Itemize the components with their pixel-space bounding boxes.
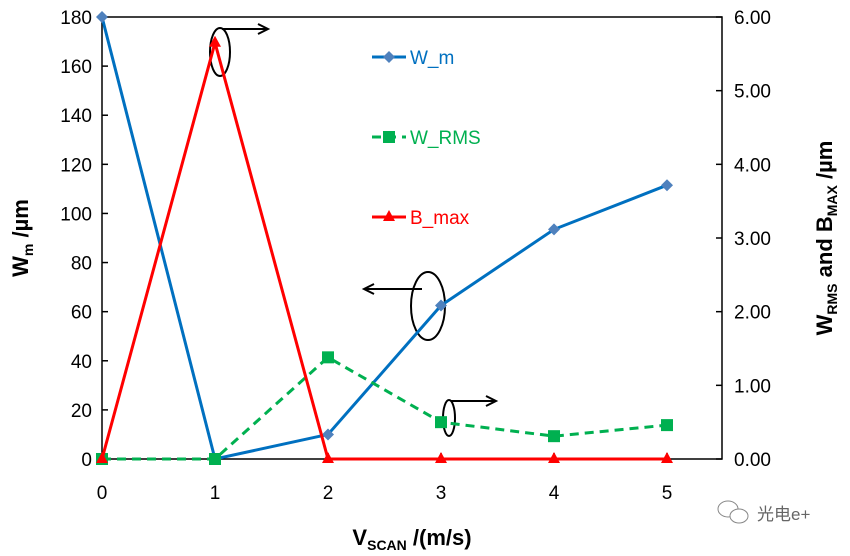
y-left-tick-label: 0 — [81, 450, 92, 471]
legend-item-w-rms: W_RMS — [372, 128, 481, 149]
annotation-arrow-right-wrms — [451, 395, 499, 407]
data-point-w-rms — [661, 419, 673, 432]
annotation-arrow-right-bmax — [222, 23, 271, 35]
axes — [101, 16, 723, 460]
y-right-axis-label: WRMS and BMAX /µm — [812, 141, 840, 336]
axis-annotations — [209, 23, 499, 437]
y-left-tick-label: 120 — [60, 155, 92, 176]
series-line-b-max — [100, 37, 667, 461]
y-right-tick-label: 3.00 — [734, 229, 771, 250]
data-point-b-max — [661, 452, 673, 463]
x-tick-label: 4 — [549, 483, 560, 504]
data-point-w-m — [661, 179, 673, 192]
data-point-b-max — [209, 35, 221, 47]
data-point-w-rms — [209, 453, 221, 465]
data-point-b-max — [96, 452, 108, 463]
y-left-tick-label: 160 — [60, 57, 92, 78]
data-point-w-m — [322, 428, 334, 441]
y-left-tick-label: 100 — [60, 204, 92, 225]
x-tick-label: 0 — [97, 483, 108, 504]
y-left-tick-label: 140 — [60, 106, 92, 127]
legend-label-w-rms: W_RMS — [410, 128, 481, 149]
series-line-w-rms — [102, 355, 668, 461]
y-left-tick-label: 60 — [71, 303, 92, 324]
legend-item-w-m: W_m — [372, 48, 454, 69]
y-right-tick-label: 5.00 — [734, 82, 771, 103]
y-left-tick-label: 80 — [71, 254, 92, 275]
series-w-rms — [96, 351, 673, 465]
plot-frame — [101, 16, 723, 460]
y-left-tick-label: 180 — [60, 8, 92, 29]
y-left-tick-label: 40 — [71, 352, 92, 373]
y-left-tick-label: 20 — [71, 401, 92, 422]
data-point-b-max — [435, 452, 447, 463]
y-left-axis-label: Wm /µm — [8, 199, 36, 277]
legend-item-b-max: B_max — [372, 208, 470, 229]
legend-marker-w-m — [383, 51, 395, 63]
series-line-w-m — [100, 16, 668, 461]
wechat-icon — [717, 500, 749, 524]
x-tick-label: 3 — [436, 483, 447, 504]
legend-label-b-max: B_max — [410, 208, 470, 229]
watermark: 光电e+ — [717, 500, 810, 524]
watermark-text: 光电e+ — [757, 505, 810, 524]
x-tick-label: 2 — [323, 483, 334, 504]
data-point-w-m — [96, 11, 108, 23]
data-point-b-max — [322, 452, 334, 463]
y-right-tick-label: 0.00 — [734, 450, 771, 471]
y-right-tick-label: 1.00 — [734, 376, 771, 397]
x-axis-label: VSCAN /(m/s) — [352, 525, 471, 551]
series-b-max — [96, 35, 673, 463]
legend-marker-b-max — [383, 210, 395, 221]
data-point-w-rms — [435, 416, 447, 429]
annotation-ellipse-bmax — [209, 27, 231, 77]
x-tick-label: 5 — [662, 483, 673, 504]
data-point-w-m — [548, 223, 560, 236]
data-point-b-max — [548, 452, 560, 463]
data-point-w-m — [435, 299, 447, 312]
data-point-w-rms — [322, 351, 334, 364]
y-right-tick-label: 6.00 — [734, 8, 771, 29]
annotation-arrow-left-wm — [361, 283, 422, 295]
series-w-m — [96, 11, 673, 465]
y-right-tick-label: 4.00 — [734, 155, 771, 176]
legend-marker-w-rms — [383, 131, 395, 143]
y-right-tick-label: 2.00 — [734, 303, 771, 324]
legend-label-w-m: W_m — [410, 48, 454, 69]
x-tick-label: 1 — [210, 483, 221, 504]
data-point-w-rms — [548, 430, 560, 443]
